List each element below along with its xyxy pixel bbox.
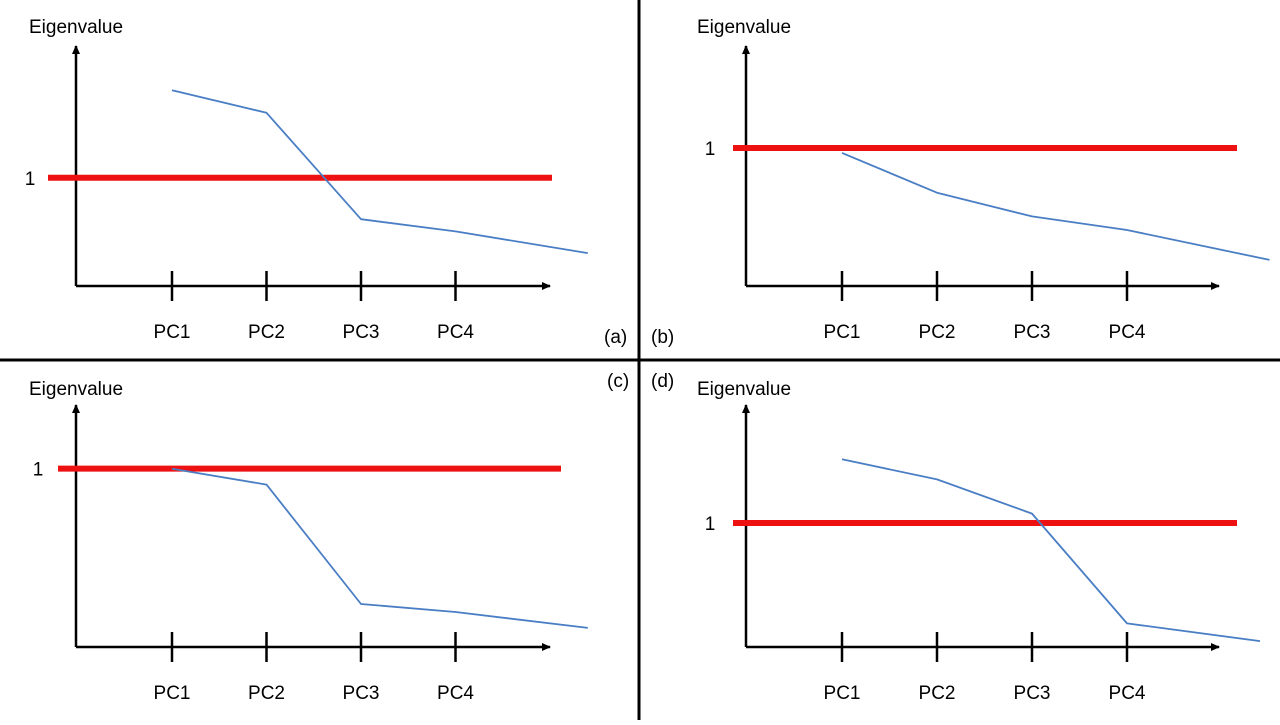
panel-b: Eigenvalue PC1 PC2 PC3 PC4 1 (b) bbox=[651, 17, 1270, 348]
eigenvalue-series-line bbox=[841, 152, 1270, 261]
threshold-label: 1 bbox=[705, 514, 716, 535]
x-tick-label: PC2 bbox=[919, 683, 956, 704]
y-axis-label: Eigenvalue bbox=[29, 379, 123, 400]
threshold-label: 1 bbox=[705, 139, 716, 160]
y-axis-label: Eigenvalue bbox=[697, 17, 791, 38]
eigenvalue-series-line bbox=[841, 458, 1261, 642]
x-tick-label: PC1 bbox=[154, 322, 191, 343]
x-tick-label: PC3 bbox=[1014, 683, 1051, 704]
x-tick-label: PC3 bbox=[343, 322, 380, 343]
x-tick-label: PC2 bbox=[248, 683, 285, 704]
y-axis-label: Eigenvalue bbox=[697, 379, 791, 400]
x-tick-label: PC4 bbox=[1109, 322, 1146, 343]
x-tick-label: PC2 bbox=[919, 322, 956, 343]
eigenvalue-series-line bbox=[171, 89, 588, 254]
x-tick-label: PC1 bbox=[824, 322, 861, 343]
panel-label: (b) bbox=[651, 327, 674, 348]
x-tick-label: PC3 bbox=[1014, 322, 1051, 343]
x-tick-label: PC4 bbox=[437, 683, 474, 704]
panel-a: Eigenvalue PC1 PC2 PC3 PC4 1 (a) bbox=[25, 17, 628, 348]
threshold-label: 1 bbox=[33, 460, 44, 481]
x-tick-label: PC2 bbox=[248, 322, 285, 343]
x-tick-label: PC1 bbox=[154, 683, 191, 704]
panel-label: (d) bbox=[651, 371, 674, 392]
x-tick-label: PC1 bbox=[824, 683, 861, 704]
panel-label: (c) bbox=[607, 371, 629, 392]
y-axis-label: Eigenvalue bbox=[29, 17, 123, 38]
eigenvalue-series-line bbox=[171, 467, 588, 629]
panel-c: Eigenvalue PC1 PC2 PC3 PC4 1 (c) bbox=[29, 371, 629, 704]
x-tick-label: PC4 bbox=[437, 322, 474, 343]
threshold-label: 1 bbox=[25, 169, 36, 190]
panel-label: (a) bbox=[604, 327, 627, 348]
x-tick-label: PC3 bbox=[343, 683, 380, 704]
x-tick-label: PC4 bbox=[1109, 683, 1146, 704]
panel-d: Eigenvalue PC1 PC2 PC3 PC4 1 (d) bbox=[651, 371, 1261, 704]
